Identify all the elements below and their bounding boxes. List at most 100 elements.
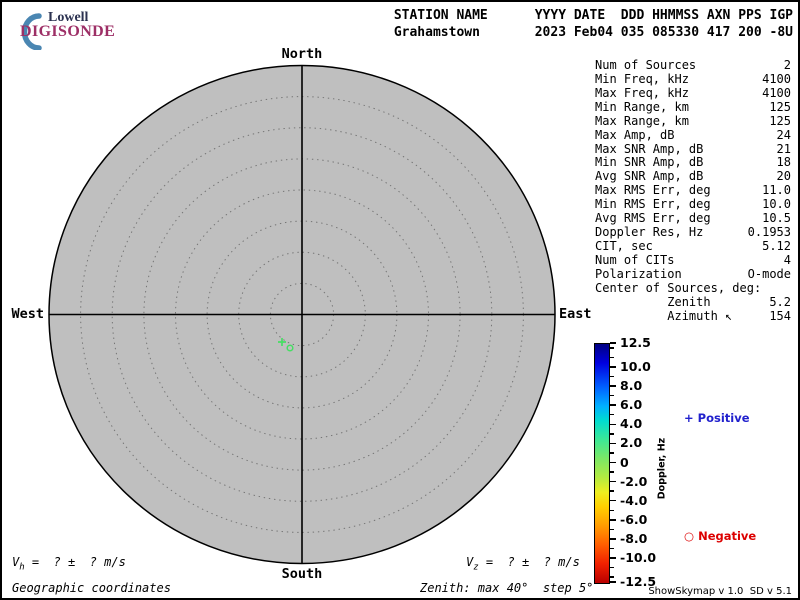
circle-marker-icon: ○ <box>684 529 695 543</box>
param-value: 2 <box>783 58 791 72</box>
param-row: Polarization O-mode <box>595 266 791 282</box>
lowell-digisonde-logo <box>21 13 42 50</box>
vz-symbol: V <box>466 555 474 569</box>
colorbar-minor-tick <box>610 394 614 397</box>
param-row: Avg RMS Err, deg 10.5 <box>595 211 791 226</box>
colorbar-major-tick <box>610 557 616 559</box>
colorbar-minor-tick <box>610 528 614 531</box>
param-label: Polarization <box>595 266 682 281</box>
source-markers <box>278 338 294 352</box>
station-header: STATION NAME YYYY DATE DDD HHMMSS AXN PP… <box>394 7 793 41</box>
legend-negative: ○ Negative <box>668 515 756 557</box>
vh-subscript: h <box>19 562 25 573</box>
param-value: 154 <box>769 308 791 323</box>
colorbar-major-tick <box>610 519 616 521</box>
param-row: Max Range, km 125 <box>595 113 791 129</box>
colorbar-major-tick <box>610 366 616 368</box>
colorbar-major-tick <box>610 581 616 583</box>
colorbar-major-tick <box>610 385 616 387</box>
colorbar-minor-tick <box>610 375 614 378</box>
compass-west-label: West <box>11 306 44 322</box>
colorbar-major-tick <box>610 480 616 483</box>
colorbar-tick-label: -10.0 <box>620 550 657 566</box>
param-value: 125 <box>769 113 791 128</box>
zenith-scale-note: Zenith: max 40° step 5° <box>420 581 594 595</box>
colorbar-ticks: 12.5 10.0 8.0 6.0 4.0 2.0 0 -2.0 -4.0 -6.0 -8.0 -10… <box>610 335 670 589</box>
param-row: Min RMS Err, deg 10.0 <box>595 197 791 212</box>
param-label: Max Amp, dB <box>595 127 675 142</box>
colorbar-tick-label: -4.0 <box>620 492 648 508</box>
logo-arc-icon <box>21 13 42 50</box>
param-value: 125 <box>769 99 791 114</box>
param-row: Max Freq, kHz 4100 <box>595 85 791 101</box>
colorbar-minor-tick <box>610 471 614 473</box>
header-values: Grahamstown 2023 Feb04 035 085330 417 20… <box>393 25 793 40</box>
plus-marker-icon: + <box>684 411 694 425</box>
vh-value: = ? ± ? m/s <box>24 555 126 569</box>
param-label: Min Range, km <box>595 99 689 114</box>
param-row: Num of Sources 2 <box>595 58 791 73</box>
colorbar-minor-tick <box>610 509 614 512</box>
param-label: Min RMS Err, deg <box>595 197 711 212</box>
colorbar-minor-tick <box>610 347 614 349</box>
param-label: Azimuth ↖ <box>595 308 733 323</box>
legend-positive-label: Positive <box>697 411 750 425</box>
colorbar-tick-label: -6.0 <box>620 511 648 527</box>
doppler-colorbar <box>594 343 610 584</box>
colorbar-tick-label: 10.0 <box>620 358 651 374</box>
param-row: Num of CITs 4 <box>595 252 791 268</box>
param-row: Min SNR Amp, dB 18 <box>595 156 791 170</box>
colorbar-major-tick <box>610 461 616 464</box>
colorbar-major-tick <box>610 499 616 502</box>
param-row: Max Amp, dB 24 <box>595 127 791 143</box>
colorbar-tick-label: -12.5 <box>620 574 657 589</box>
param-label: Max SNR Amp, dB <box>595 141 704 156</box>
coordinate-system-note: Geographic coordinates <box>12 581 171 595</box>
param-row: Azimuth ↖ 154 <box>595 308 791 324</box>
compass-east-label: East <box>559 306 592 322</box>
colorbar-tick-label: 8.0 <box>620 378 643 394</box>
colorbar-axis-label: Doppler, Hz <box>656 437 668 500</box>
param-value: 20 <box>776 169 791 184</box>
param-value: 4100 <box>762 85 791 100</box>
param-label: Num of Sources <box>595 58 697 72</box>
colorbar-tick-label: -8.0 <box>620 530 648 546</box>
source-negative-marker <box>286 344 294 352</box>
param-value: 10.0 <box>762 197 791 212</box>
param-label: Avg RMS Err, deg <box>595 211 711 226</box>
param-label: Zenith <box>595 294 711 309</box>
param-value: 10.5 <box>762 211 791 226</box>
colorbar-minor-tick <box>610 413 614 416</box>
colorbar-tick-label: -2.0 <box>620 473 648 489</box>
colorbar-major-tick <box>610 423 616 425</box>
source-positive-marker <box>278 338 286 346</box>
param-value: 5.12 <box>762 238 791 253</box>
vz-velocity-readout: Vz = ? ± ? m/s <box>466 555 580 572</box>
param-value: O-mode <box>747 266 791 281</box>
colorbar-minor-tick <box>610 566 614 569</box>
param-row: Zenith 5.2 <box>595 294 791 310</box>
logo-lowell: Lowell <box>48 10 89 25</box>
param-label: Avg SNR Amp, dB <box>595 169 704 184</box>
param-value: 4100 <box>762 71 791 86</box>
colorbar-minor-tick <box>610 490 614 492</box>
colorbar-minor-tick <box>610 547 614 550</box>
vz-subscript: z <box>473 562 479 573</box>
colorbar-minor-tick <box>610 452 614 454</box>
vh-symbol: V <box>12 555 20 569</box>
param-row: Avg SNR Amp, dB 20 <box>595 169 791 184</box>
param-row: Max SNR Amp, dB 21 <box>595 141 791 157</box>
colorbar-minor-tick <box>610 576 614 578</box>
software-version: ShowSkymap v 1.0 SD v 5.1 <box>648 586 792 597</box>
legend-positive: + Positive <box>668 397 750 439</box>
param-row: Doppler Res, Hz 0.1953 <box>595 225 791 240</box>
vh-velocity-readout: Vh = ? ± ? m/s <box>12 555 126 572</box>
param-label: Num of CITs <box>595 252 675 267</box>
colorbar-major-tick <box>610 442 616 445</box>
compass-north-label: North <box>281 46 323 62</box>
param-row: Max RMS Err, deg 11.0 <box>595 183 791 198</box>
param-row: Min Range, km 125 <box>595 99 791 115</box>
param-row: CIT, sec 5.12 <box>595 238 791 254</box>
